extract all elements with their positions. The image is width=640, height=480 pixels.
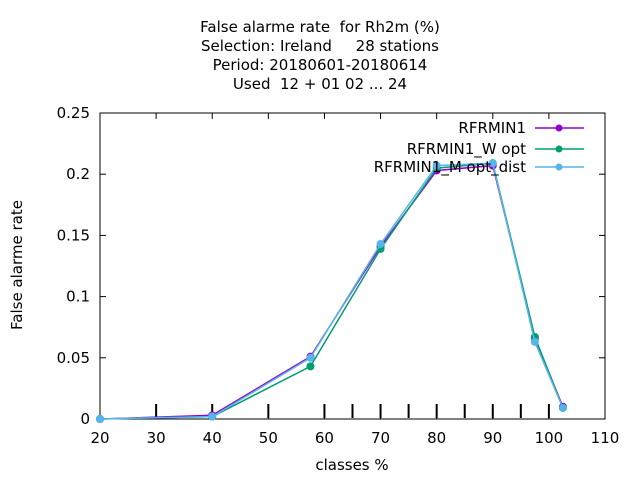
legend-label-3: RFRMIN1_M opt_dist (374, 158, 526, 177)
series-line-1 (99, 164, 564, 420)
x-tick-label: 90 (483, 429, 502, 447)
legend-marker-2 (555, 145, 563, 153)
y-tick-label: 0.25 (57, 104, 90, 122)
series-line-3 (99, 162, 564, 420)
series-2-point (306, 362, 315, 371)
y-tick-label: 0.15 (57, 226, 90, 244)
x-axis-label: classes % (315, 456, 389, 474)
legend-marker-3 (555, 163, 563, 171)
legend-marker-1 (555, 124, 563, 132)
chart-title-line-2: Selection: Ireland 28 stations (201, 37, 439, 55)
x-tick-label: 30 (147, 429, 166, 447)
x-tick-label: 50 (259, 429, 278, 447)
series-3-point (208, 412, 217, 421)
x-tick-label: 100 (535, 429, 564, 447)
x-tick-label: 40 (203, 429, 222, 447)
x-tick-label: 110 (591, 429, 620, 447)
series-3-point (558, 403, 567, 412)
x-tick-label: 70 (371, 429, 390, 447)
y-tick-label: 0.2 (66, 165, 90, 183)
y-axis-label: False alarme rate (8, 200, 26, 330)
series-3-point (488, 159, 497, 168)
series-3-point (530, 337, 539, 346)
x-tick-label: 60 (315, 429, 334, 447)
x-tick-label: 20 (90, 429, 109, 447)
chart-title-line-1: False alarme rate for Rh2m (%) (200, 18, 440, 36)
plot-frame (99, 112, 606, 420)
legend-label-1: RFRMIN1 (458, 119, 526, 137)
x-tick-label: 80 (427, 429, 446, 447)
series-3-point (306, 353, 315, 362)
series-line-2 (99, 162, 564, 420)
chart-title-line-3: Period: 20180601-20180614 (212, 56, 428, 74)
series-3-point (376, 239, 385, 248)
y-tick-label: 0.05 (57, 349, 90, 367)
y-tick-label: 0 (80, 410, 90, 428)
series-3-point (432, 161, 441, 170)
chart-title-line-4: Used 12 + 01 02 ... 24 (232, 75, 408, 93)
y-tick-label: 0.1 (66, 288, 90, 306)
legend-label-2: RFRMIN1_W opt (407, 140, 526, 159)
series-3-point (96, 415, 104, 423)
